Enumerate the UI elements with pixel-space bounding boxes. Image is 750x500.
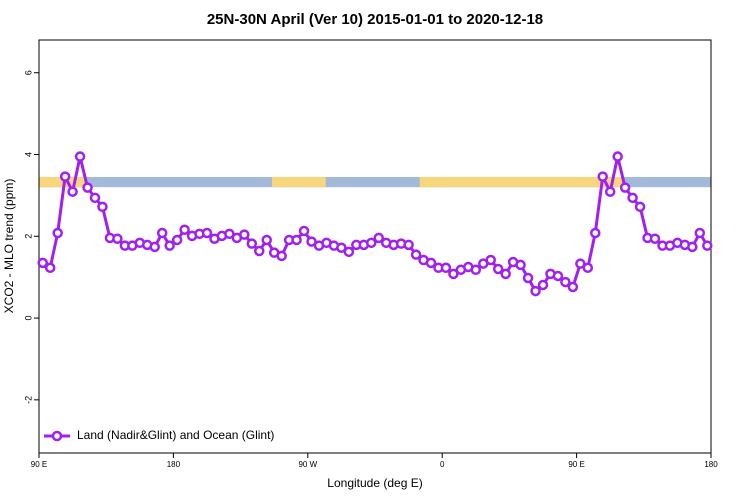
data-point (37, 257, 48, 269)
data-point (492, 263, 504, 275)
chart-title: 25N-30N April (Ver 10) 2015-01-01 to 202… (207, 11, 543, 28)
x-tick-label: 180 (704, 460, 718, 469)
legend-marker (51, 430, 63, 442)
data-point (201, 227, 213, 239)
data-point (261, 234, 272, 246)
data-point (560, 276, 571, 288)
x-tick-label: 0 (440, 460, 445, 469)
data-point (597, 171, 608, 182)
data-point (425, 257, 437, 269)
data-point (567, 281, 579, 293)
y-axis-label: XCO2 - MLO trend (ppm) (2, 179, 16, 314)
x-tick-label: 180 (167, 460, 181, 469)
data-point (67, 186, 78, 197)
data-point (179, 224, 190, 235)
data-point (702, 240, 713, 251)
land-band (271, 176, 326, 188)
data-point (171, 234, 183, 246)
data-point (149, 241, 160, 253)
data-point (485, 254, 496, 266)
data-point (59, 171, 71, 182)
data-point (440, 262, 452, 274)
data-point (82, 182, 93, 193)
data-point (44, 262, 56, 274)
data-point (470, 264, 482, 276)
data-point (515, 259, 526, 271)
data-point (89, 192, 101, 204)
data-point (500, 268, 511, 280)
data-point (97, 201, 108, 213)
land-band (39, 176, 86, 188)
data-point (246, 238, 258, 249)
data-point (537, 279, 549, 291)
data-point (373, 232, 384, 244)
data-point (649, 233, 661, 244)
data-point (530, 285, 541, 297)
data-point (627, 192, 638, 204)
x-tick-label: 90 E (568, 460, 584, 469)
data-point (448, 268, 459, 280)
y-tick-label: -2 (23, 396, 33, 404)
data-point (582, 262, 594, 274)
x-tick-label: 90 W (298, 460, 317, 469)
x-tick-label: 90 E (31, 460, 47, 469)
data-point (336, 242, 347, 253)
data-point (619, 182, 631, 193)
x-axis-label: Longitude (deg E) (327, 476, 422, 490)
y-tick-label: 6 (23, 70, 33, 75)
y-tick-label: 0 (23, 316, 33, 321)
y-tick-label: 4 (23, 152, 33, 157)
data-point (366, 237, 377, 249)
legend-label: Land (Nadir&Glint) and Ocean (Glint) (77, 428, 274, 442)
data-point (52, 227, 63, 239)
data-point (224, 228, 235, 240)
data-point (687, 241, 698, 253)
data-point (298, 225, 310, 237)
data-point (552, 270, 564, 282)
data-point (694, 227, 706, 239)
data-point (74, 151, 86, 162)
land-band (419, 176, 625, 188)
data-point (604, 186, 616, 197)
data-point (239, 229, 250, 240)
data-point (306, 236, 317, 247)
data-point (575, 258, 586, 269)
y-tick-label: 2 (23, 234, 33, 239)
data-point (522, 272, 534, 284)
data-point (291, 234, 302, 246)
data-point (403, 239, 414, 251)
data-point (164, 240, 175, 251)
data-point (254, 245, 265, 257)
data-point (590, 227, 601, 239)
ocean-band (39, 176, 711, 188)
data-point (612, 151, 623, 162)
data-point (343, 246, 355, 258)
data-point (156, 227, 168, 239)
data-point (634, 201, 646, 213)
data-point (276, 250, 287, 262)
data-point (112, 233, 123, 244)
data-point (410, 249, 422, 260)
